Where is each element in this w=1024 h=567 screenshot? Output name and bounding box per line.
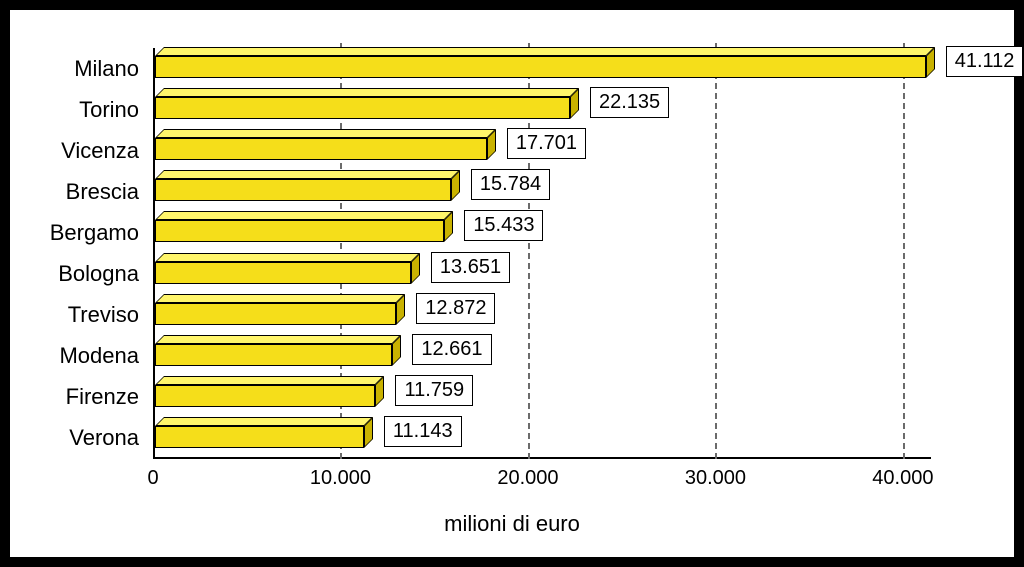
bar-top-face	[155, 88, 579, 97]
category-label: Firenze	[66, 384, 139, 410]
bar	[155, 344, 392, 366]
bar-row: Bergamo15.433	[153, 212, 931, 253]
bar-front-face	[155, 138, 487, 160]
category-label: Verona	[69, 425, 139, 451]
bar-top-face	[155, 47, 935, 56]
bar	[155, 385, 375, 407]
bar-row: Vicenza17.701	[153, 130, 931, 171]
bar	[155, 56, 926, 78]
bar-front-face	[155, 303, 396, 325]
bar-top-face	[155, 376, 384, 385]
bar-top-face	[155, 294, 405, 303]
bar-row: Treviso12.872	[153, 295, 931, 336]
plot-area: 010.00020.00030.00040.000Milano41.112Tor…	[153, 48, 931, 459]
category-label: Milano	[74, 56, 139, 82]
bar-front-face	[155, 56, 926, 78]
category-label: Modena	[59, 343, 139, 369]
x-tick-label: 20.000	[497, 467, 558, 490]
bar	[155, 303, 396, 325]
value-label: 12.661	[412, 334, 491, 365]
value-label: 15.433	[464, 210, 543, 241]
bar	[155, 138, 487, 160]
value-label: 17.701	[507, 128, 586, 159]
bar-row: Bologna13.651	[153, 254, 931, 295]
bar-front-face	[155, 426, 364, 448]
bar	[155, 179, 451, 201]
x-tick-label: 0	[147, 467, 158, 490]
bar	[155, 220, 444, 242]
value-label: 22.135	[590, 87, 669, 118]
chart-frame: 010.00020.00030.00040.000Milano41.112Tor…	[0, 0, 1024, 567]
bar-row: Brescia15.784	[153, 171, 931, 212]
category-label: Torino	[79, 97, 139, 123]
bar-row: Torino22.135	[153, 89, 931, 130]
x-tick-label: 40.000	[872, 467, 933, 490]
bar-top-face	[155, 417, 373, 426]
bar-row: Verona11.143	[153, 418, 931, 459]
value-label: 11.143	[384, 416, 462, 447]
bar-front-face	[155, 385, 375, 407]
x-tick-label: 10.000	[310, 467, 371, 490]
bar-front-face	[155, 262, 411, 284]
value-label: 12.872	[416, 293, 495, 324]
value-label: 41.112	[946, 46, 1024, 77]
bar	[155, 97, 570, 119]
bar-top-face	[155, 335, 401, 344]
bar-top-face	[155, 211, 453, 220]
bar-front-face	[155, 344, 392, 366]
value-label: 13.651	[431, 252, 510, 283]
category-label: Bologna	[58, 261, 139, 287]
category-label: Vicenza	[61, 138, 139, 164]
value-label: 11.759	[395, 375, 473, 406]
bar-top-face	[155, 129, 496, 138]
x-axis-title: milioni di euro	[444, 511, 580, 537]
category-label: Treviso	[68, 302, 139, 328]
bar-row: Milano41.112	[153, 48, 931, 89]
category-label: Brescia	[66, 179, 139, 205]
bar-top-face	[155, 253, 420, 262]
x-tick-label: 30.000	[685, 467, 746, 490]
chart-area: 010.00020.00030.00040.000Milano41.112Tor…	[18, 18, 1006, 549]
bar-front-face	[155, 97, 570, 119]
value-label: 15.784	[471, 169, 550, 200]
bar-top-face	[155, 170, 460, 179]
bar	[155, 262, 411, 284]
bar-row: Modena12.661	[153, 336, 931, 377]
bar-front-face	[155, 220, 444, 242]
bar-row: Firenze11.759	[153, 377, 931, 418]
category-label: Bergamo	[50, 220, 139, 246]
bar-front-face	[155, 179, 451, 201]
bar	[155, 426, 364, 448]
